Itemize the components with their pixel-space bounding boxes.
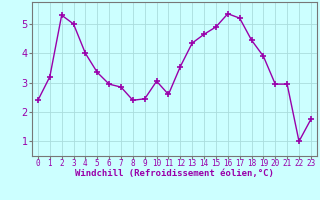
X-axis label: Windchill (Refroidissement éolien,°C): Windchill (Refroidissement éolien,°C) <box>75 169 274 178</box>
